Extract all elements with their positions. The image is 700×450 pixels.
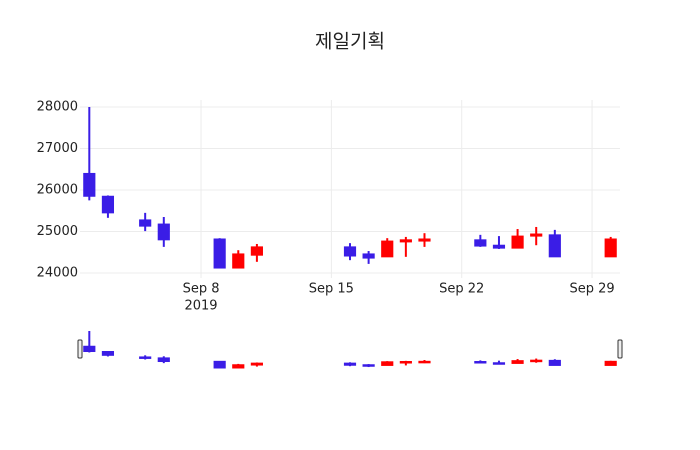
y-tick-label: 25000 [37,224,78,239]
candle-body [343,246,357,257]
slider-candle-body [418,360,431,364]
slider-candle-body [399,361,412,364]
slider-candle-body [492,362,506,365]
candle-body [511,235,524,249]
slider-candle-body [362,364,375,367]
candle-body [474,239,487,247]
x-tick-label: Sep 15 [309,282,354,297]
slider-candle-body [250,362,263,366]
slider-candle-body [474,361,487,364]
candle-body [139,219,152,227]
candle-body [381,240,394,258]
candle-body [548,234,561,258]
candle-body [157,223,170,241]
slider-candle-body [213,360,226,369]
candle-body [83,172,96,197]
y-tick-label: 26000 [37,183,78,198]
y-tick-label: 27000 [37,141,78,156]
slider-candle-body [604,360,617,366]
x-tick-sublabel: 2019 [184,299,217,314]
slider-candle-body [548,359,561,366]
candle-body [530,233,543,237]
candle-body [232,253,245,269]
candle-body [362,253,375,259]
slider-candle-body [381,361,394,366]
candle-body [604,238,617,258]
candle-body [399,239,412,243]
slider-candle-body [511,360,524,364]
y-tick-label: 24000 [37,266,78,281]
candle-body [101,195,115,214]
candle-body [492,244,506,249]
slider-candle-body [530,359,543,363]
slider-candle-body [232,364,245,369]
slider-handle[interactable] [77,339,83,359]
x-tick-label: Sep 22 [439,282,484,297]
candle-body [250,246,263,256]
slider-candle-body [343,362,357,366]
slider-handle[interactable] [617,339,623,359]
slider-candle-body [157,357,170,363]
y-tick-label: 28000 [37,100,78,115]
chart-title: 제일기획 [315,31,385,53]
candle-body [213,238,226,269]
slider-candle-body [83,345,96,353]
slider-candle-body [139,356,152,359]
x-tick-label: Sep 29 [569,282,614,297]
x-tick-label: Sep 8 [183,282,220,297]
slider-candle-body [101,351,115,356]
candle-body [418,238,431,242]
